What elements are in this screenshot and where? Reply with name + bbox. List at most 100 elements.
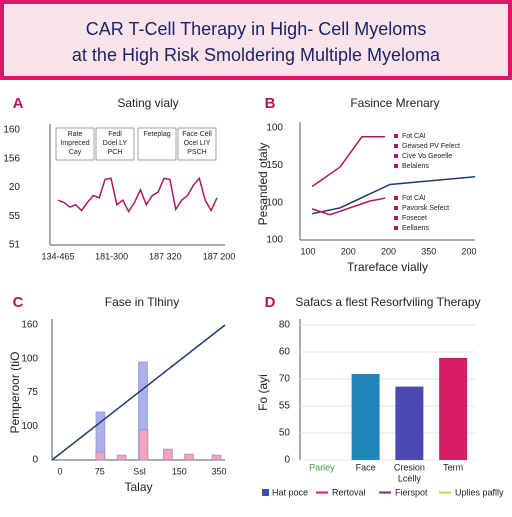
y-axis-label: Fo (ayi: [256, 374, 270, 411]
data-line: [51, 324, 226, 461]
y-tick-label: 75: [27, 387, 39, 398]
y-tick-label: 100: [21, 353, 38, 364]
data-line: [311, 135, 386, 188]
annotation-text: Impreced: [60, 140, 89, 147]
legend-text: Cive Vo Geoelle: [402, 153, 452, 160]
y-tick-label: 60: [279, 347, 291, 358]
y-tick-label: 160: [3, 125, 20, 136]
annotation-box: [177, 127, 217, 161]
x-tick-label: Term: [443, 462, 463, 472]
legend-label: Fierspot: [395, 487, 428, 497]
legend-marker: [394, 196, 398, 200]
legend-marker: [394, 164, 398, 168]
data-line: [57, 176, 218, 214]
x-tick-label: 75: [95, 466, 105, 476]
bar: [95, 451, 106, 461]
legend-text: Pavorsk Sefect: [402, 205, 449, 212]
annotation-text: Rate: [68, 131, 83, 138]
legend-text: Eellaens: [402, 225, 429, 232]
bar: [439, 357, 468, 460]
legend-text: Fot CAI: [402, 133, 426, 140]
header-band: [0, 0, 512, 80]
annotation-text: Face Cell: [182, 131, 212, 138]
annotation-text: Feteplag: [143, 131, 170, 138]
legend-text: Fosecet: [402, 215, 427, 222]
annotation-text: Ocel LIY: [184, 140, 211, 147]
x-tick-label: 350: [421, 246, 436, 256]
y-tick-label: 51: [9, 240, 21, 251]
panel-letter: B: [265, 95, 276, 112]
x-tick-label: 200: [381, 246, 396, 256]
x-tick-label: Parley: [309, 462, 335, 472]
x-tick-label: 187 200: [203, 251, 236, 261]
x-tick-label: 0: [57, 466, 62, 476]
panel-letter: A: [13, 95, 24, 112]
legend-label: Uplies paflly: [455, 487, 504, 497]
x-tick-label: 100: [300, 246, 315, 256]
legend-marker: [394, 144, 398, 148]
header-title: CAR T-Cell Therapy in High- Cell Myeloms: [86, 19, 426, 39]
bar: [211, 454, 222, 461]
legend-text: Belalens: [402, 163, 429, 170]
x-tick-label: 134-465: [41, 251, 74, 261]
legend-swatch: [262, 489, 269, 496]
legend-marker: [394, 206, 398, 210]
y-tick-label: 0: [32, 455, 38, 466]
bar: [116, 454, 127, 461]
y-tick-label: 50: [279, 428, 291, 439]
panel-title: Safacs a flest Resorfviling Therapy: [295, 295, 480, 309]
data-line: [311, 175, 476, 215]
panel-title: Fasince Mrenary: [350, 96, 439, 110]
header-title: at the High Risk Smoldering Multiple Mye…: [72, 45, 441, 65]
annotation-text: Doel LY: [103, 140, 128, 147]
y-tick-label: 55: [9, 211, 21, 222]
y-tick-label: 100: [21, 421, 38, 432]
bar: [138, 429, 149, 461]
y-tick-label: 0: [284, 455, 290, 466]
x-axis-label: Talay: [124, 480, 152, 494]
y-tick-label: 55: [279, 401, 291, 412]
bar: [395, 386, 424, 460]
legend-label: Rertoval: [332, 487, 366, 497]
annotation-box: [137, 127, 177, 161]
x-tick-label: 181-300: [95, 251, 128, 261]
x-tick-label: Face: [356, 462, 376, 472]
y-axis-label: Pemperoor (tiO: [8, 351, 22, 433]
x-tick-label: 150: [172, 466, 187, 476]
annotation-text: Fedl: [108, 131, 122, 138]
x-tick-label: 200: [461, 246, 476, 256]
data-line: [311, 197, 386, 216]
x-tick-label: 187 320: [149, 251, 182, 261]
legend-marker: [394, 154, 398, 158]
y-tick-label: 150: [266, 160, 283, 171]
legend-label: Hat poce: [272, 487, 308, 497]
x-axis-label: Trareface vially: [347, 260, 428, 274]
bar: [184, 453, 194, 461]
y-tick-label: 156: [3, 153, 20, 164]
bar: [163, 448, 173, 461]
panel-letter: C: [13, 294, 24, 311]
annotation-text: PSCH: [187, 149, 206, 156]
bar: [351, 373, 380, 460]
panel-title: Sating vialy: [117, 96, 178, 110]
y-axis-label: Pesanded otaly: [256, 143, 270, 226]
annotation-box: [95, 127, 135, 161]
y-tick-label: 100: [266, 235, 283, 246]
legend-marker: [394, 134, 398, 138]
x-tick-label: 200: [341, 246, 356, 256]
y-tick-label: 160: [21, 320, 38, 331]
annotation-box: [55, 127, 95, 161]
y-tick-label: 80: [279, 320, 291, 331]
legend-text: Gewsed PV Felect: [402, 143, 460, 150]
x-tick-label: Lcelly: [398, 473, 422, 483]
y-tick-label: 70: [279, 374, 291, 385]
legend-marker: [394, 226, 398, 230]
annotation-text: Cay: [69, 149, 82, 156]
x-tick-label: Ssl: [133, 466, 146, 476]
y-tick-label: 100: [266, 197, 283, 208]
legend-marker: [394, 216, 398, 220]
legend-text: Fot CAI: [402, 195, 426, 202]
annotation-text: PCH: [108, 149, 123, 156]
